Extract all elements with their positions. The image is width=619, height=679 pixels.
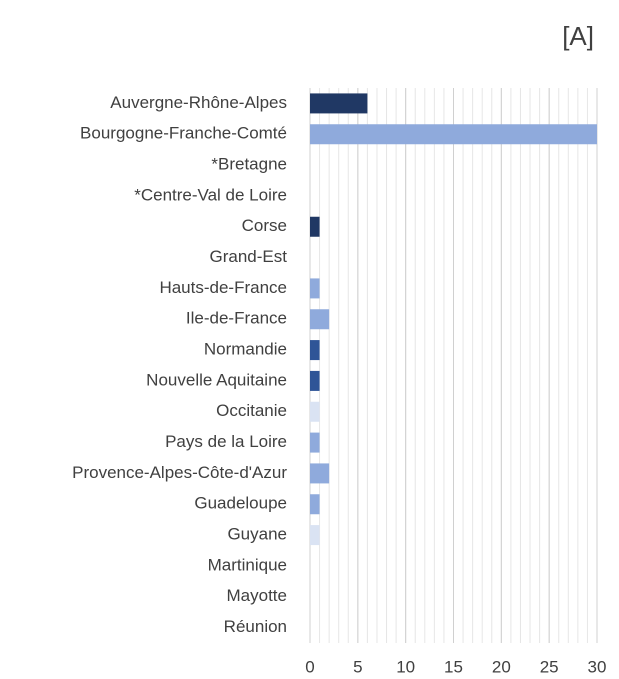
x-tick-label: 15 bbox=[444, 657, 463, 676]
x-tick-label: 0 bbox=[305, 657, 314, 676]
x-tick-label: 10 bbox=[396, 657, 415, 676]
y-tick-label: Ile-de-France bbox=[186, 309, 287, 328]
x-tick-label: 25 bbox=[540, 657, 559, 676]
bar bbox=[310, 494, 320, 515]
y-tick-label: Occitanie bbox=[216, 401, 287, 420]
bar bbox=[310, 432, 320, 453]
y-tick-label: *Bretagne bbox=[211, 155, 287, 174]
y-tick-label: Pays de la Loire bbox=[165, 432, 287, 451]
bar bbox=[310, 463, 330, 484]
x-tick-label: 30 bbox=[588, 657, 607, 676]
x-tick-label: 5 bbox=[353, 657, 362, 676]
y-tick-label: Bourgogne-Franche-Comté bbox=[80, 124, 287, 143]
y-tick-label: Réunion bbox=[224, 617, 287, 636]
y-tick-label: Grand-Est bbox=[210, 247, 288, 266]
bar bbox=[310, 525, 320, 546]
y-tick-label: Guadeloupe bbox=[194, 494, 287, 513]
y-tick-label: Nouvelle Aquitaine bbox=[146, 370, 287, 389]
bar bbox=[310, 370, 320, 391]
y-tick-label: *Centre-Val de Loire bbox=[134, 185, 287, 204]
x-tick-label: 20 bbox=[492, 657, 511, 676]
y-tick-label: Guyane bbox=[227, 525, 287, 544]
bar bbox=[310, 93, 368, 114]
y-tick-label: Normandie bbox=[204, 340, 287, 359]
y-tick-label: Auvergne-Rhône-Alpes bbox=[110, 93, 287, 112]
y-tick-label: Mayotte bbox=[227, 586, 287, 605]
y-tick-label: Corse bbox=[242, 216, 287, 235]
bar bbox=[310, 401, 320, 422]
bar bbox=[310, 278, 320, 299]
y-tick-label: Hauts-de-France bbox=[159, 278, 287, 297]
bar bbox=[310, 216, 320, 237]
bar bbox=[310, 340, 320, 361]
chart-title: [A] bbox=[562, 21, 594, 51]
bar bbox=[310, 124, 597, 145]
y-tick-label: Provence-Alpes-Côte-d'Azur bbox=[72, 463, 287, 482]
bar bbox=[310, 309, 330, 330]
y-tick-label: Martinique bbox=[208, 555, 287, 574]
